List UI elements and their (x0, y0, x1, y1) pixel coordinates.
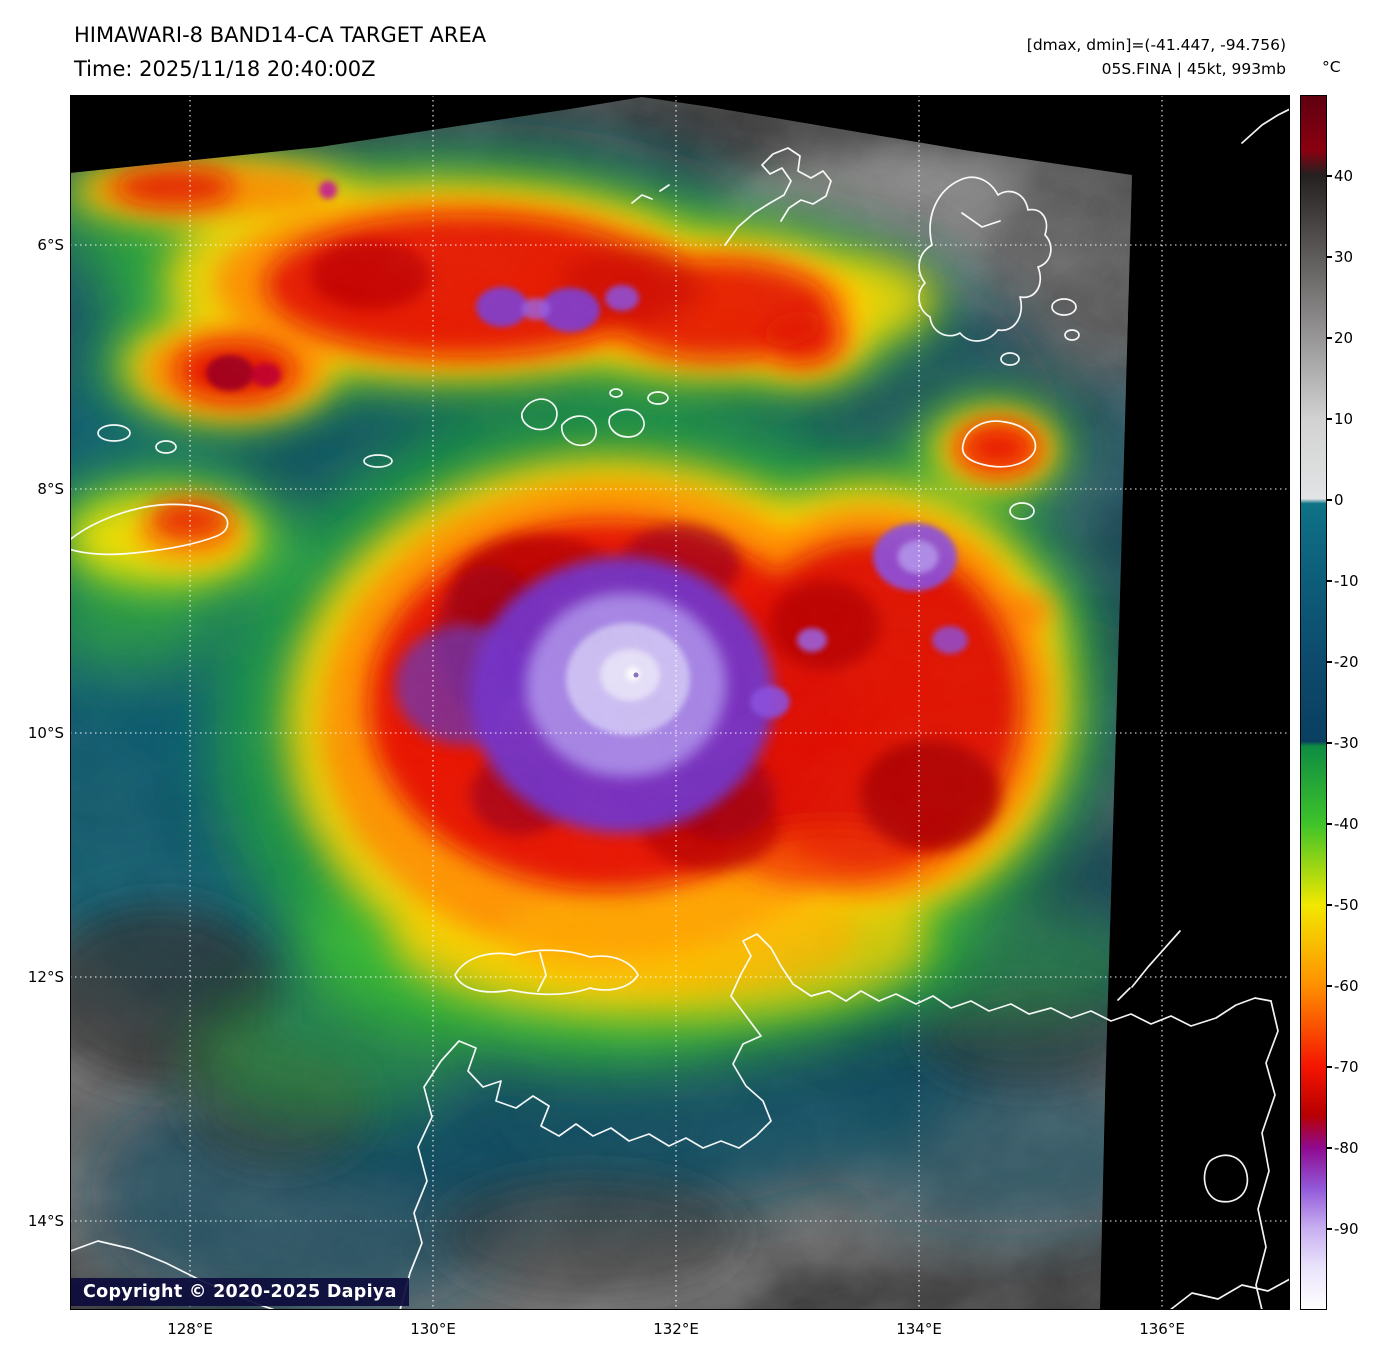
satellite-plot (70, 95, 1290, 1310)
colorbar-tick-label: 30 (1326, 248, 1380, 266)
colorbar-tick-label: -80 (1326, 1139, 1380, 1157)
colorbar-tick-label: -70 (1326, 1058, 1380, 1076)
coastline-buru (961, 420, 1037, 468)
coastline-australia (399, 933, 1272, 1310)
colorbar-tick-label: -20 (1326, 653, 1380, 671)
coastline-bottom-right (1169, 1278, 1290, 1310)
colorbar-tick-label: 40 (1326, 167, 1380, 185)
coastline-tiwi (454, 949, 639, 996)
colorbar (1300, 95, 1327, 1310)
satellite-map (70, 95, 1290, 1310)
colorbar-tick-label: -40 (1326, 815, 1380, 833)
coastline-islets (631, 184, 670, 204)
coastline-groote (1203, 1154, 1249, 1203)
lon-axis-label: 128°E (167, 1320, 213, 1338)
coastline-gulf (1255, 1000, 1279, 1310)
colorbar-tick-label: 10 (1326, 410, 1380, 428)
lon-axis-label: 130°E (410, 1320, 456, 1338)
timestamp: Time: 2025/11/18 20:40:00Z (74, 57, 376, 81)
colorbar-tick-label: -60 (1326, 977, 1380, 995)
lon-axis-label: 136°E (1139, 1320, 1185, 1338)
graticule (70, 95, 1290, 1310)
lat-axis-label: 14°S (27, 1212, 64, 1230)
dmax-dmin-readout: [dmax, dmin]=(-41.447, -94.756) (1026, 36, 1286, 54)
coastline-tanimbar (521, 398, 645, 447)
lon-axis-label: 132°E (653, 1320, 699, 1338)
coastline-papua-fragment (724, 147, 832, 246)
colorbar-tick-label: 20 (1326, 329, 1380, 347)
figure-header: HIMAWARI-8 BAND14-CA TARGET AREA Time: 2… (74, 18, 486, 86)
figure-title: HIMAWARI-8 BAND14-CA TARGET AREA (74, 23, 487, 47)
coastline-corner-ne (1241, 108, 1290, 144)
lat-axis-label: 6°S (37, 236, 64, 254)
storm-id-readout: 05S.FINA | 45kt, 993mb (1101, 60, 1286, 78)
colorbar-tick-label: -10 (1326, 572, 1380, 590)
colorbar-tick-label: -90 (1326, 1220, 1380, 1238)
coastline-island-ne (918, 176, 1052, 342)
lat-axis-label: 8°S (37, 480, 64, 498)
lat-axis-label: 10°S (27, 724, 64, 742)
readout-block: [dmax, dmin]=(-41.447, -94.756) 05S.FINA… (700, 33, 1286, 81)
colorbar-tick-label: -30 (1326, 734, 1380, 752)
copyright-badge: Copyright © 2020-2025 Dapiya (71, 1278, 409, 1306)
lat-axis-label: 12°S (27, 968, 64, 986)
colorbar-tick-label: 0 (1326, 491, 1380, 509)
colorbar-tick-label: -50 (1326, 896, 1380, 914)
lon-axis-label: 134°E (896, 1320, 942, 1338)
coastline-timor (70, 503, 229, 556)
colorbar-unit: °C (1322, 58, 1341, 76)
plot-border (70, 95, 1290, 1310)
